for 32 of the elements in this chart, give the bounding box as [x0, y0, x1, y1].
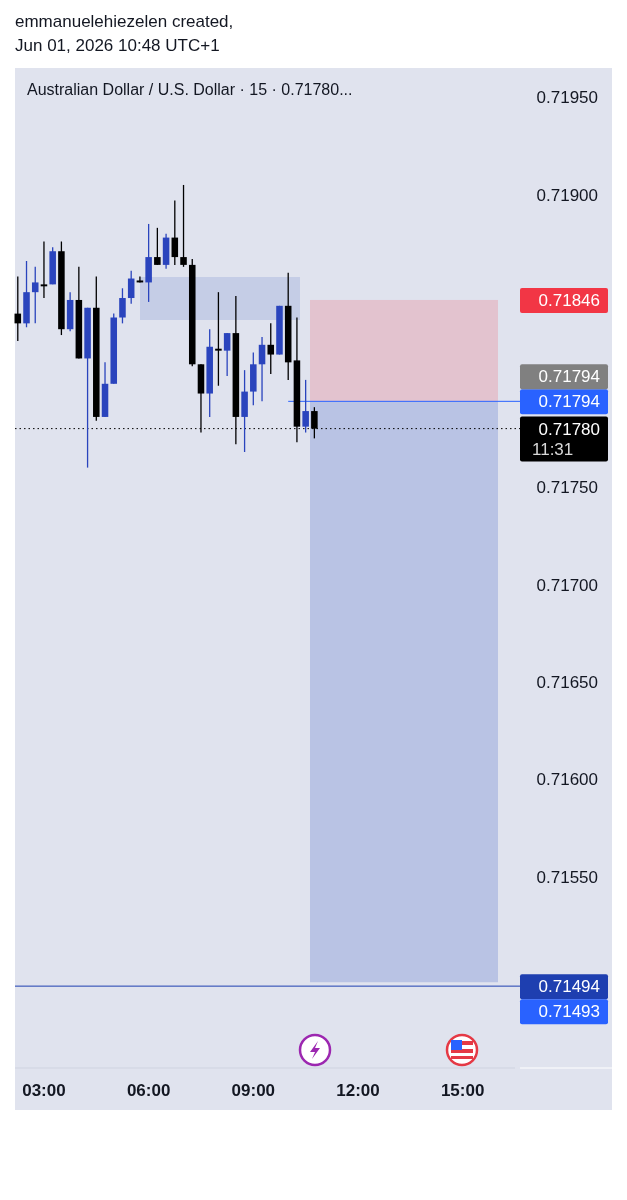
candlestick: [180, 184, 187, 268]
ref-line-label: 0.71794: [538, 392, 600, 412]
text: 0.71794: [538, 367, 600, 387]
text: 11:31: [532, 439, 574, 459]
y-tick-label: 0.71600: [536, 770, 598, 790]
candlestick: [119, 287, 126, 325]
ref-line-label: 0.71494: [538, 977, 600, 997]
candlestick: [31, 266, 39, 325]
x-tick-label: 12:00: [336, 1081, 380, 1100]
ref-line-label: 0.71780: [538, 419, 600, 439]
text: 0.71846: [538, 290, 600, 310]
x-tick-label: 03:00: [22, 1081, 66, 1100]
y-tick-label: 0.71900: [536, 185, 598, 205]
text: Australian Dollar / U.S. Dollar · 15 · 0.71780...: [27, 81, 353, 98]
y-tick-label: 0.71650: [536, 672, 598, 692]
x-tick-label: 15:00: [440, 1081, 485, 1100]
y-tick-label: 0.71550: [536, 867, 598, 887]
candlestick: [267, 322, 275, 375]
y-tick-label: 0.71700: [536, 575, 598, 595]
x-tick-label: 09:00: [231, 1081, 276, 1100]
candlestick: [302, 379, 309, 434]
y-tick-label: 0.71950: [536, 88, 598, 108]
text: 0.71493: [538, 1002, 600, 1022]
candlestick: [223, 332, 231, 377]
candlestick: [154, 227, 161, 266]
candlestick: [311, 406, 318, 440]
text: Jun 01, 2026 10:48 UTC+1: [15, 36, 220, 55]
text: emmanuelehiezelen created,: [15, 12, 234, 31]
candlestick: [40, 240, 48, 299]
candlestick: [215, 291, 222, 387]
y-tick-label: 0.71750: [536, 478, 598, 498]
x-tick-label: 06:00: [126, 1081, 171, 1100]
